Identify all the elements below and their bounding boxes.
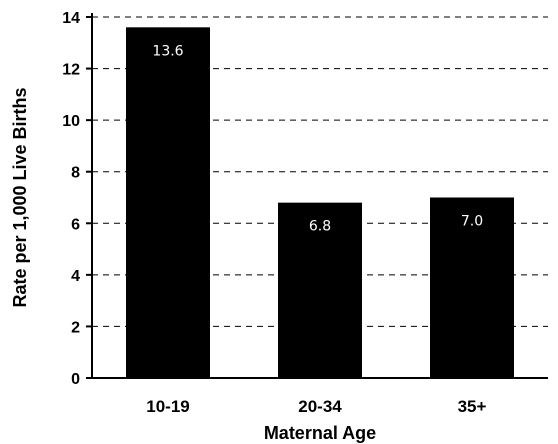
y-tick-label-10: 10: [62, 113, 80, 130]
y-tick-label-4: 4: [71, 268, 80, 285]
bar-35+: [430, 197, 514, 378]
y-tick-label-14: 14: [62, 10, 80, 27]
y-tick-label-2: 2: [71, 319, 80, 336]
y-axis-title: Rate per 1,000 Live Births: [10, 87, 30, 307]
y-tick-label-6: 6: [71, 216, 80, 233]
x-axis-title: Maternal Age: [264, 423, 376, 443]
x-tick-label-10-19: 10-19: [146, 397, 189, 416]
x-tick-label-20-34: 20-34: [298, 397, 342, 416]
bars: [126, 27, 514, 379]
x-tick-labels: 10-19 20-34 35+: [146, 397, 486, 416]
data-label-35+: 7.0: [461, 214, 483, 230]
data-labels: 13.6 6.8 7.0: [152, 43, 483, 234]
y-tick-label-0: 0: [71, 371, 80, 388]
data-label-10-19: 13.6: [152, 43, 183, 59]
bar-10-19: [126, 27, 210, 379]
x-tick-label-35+: 35+: [458, 397, 487, 416]
bar-20-34: [278, 202, 362, 378]
data-label-20-34: 6.8: [309, 219, 331, 235]
y-tick-label-12: 12: [62, 62, 80, 79]
axes: [91, 13, 548, 379]
y-tick-labels: 0 2 4 6 8 10 12 14: [62, 10, 92, 388]
y-tick-label-8: 8: [71, 165, 80, 182]
